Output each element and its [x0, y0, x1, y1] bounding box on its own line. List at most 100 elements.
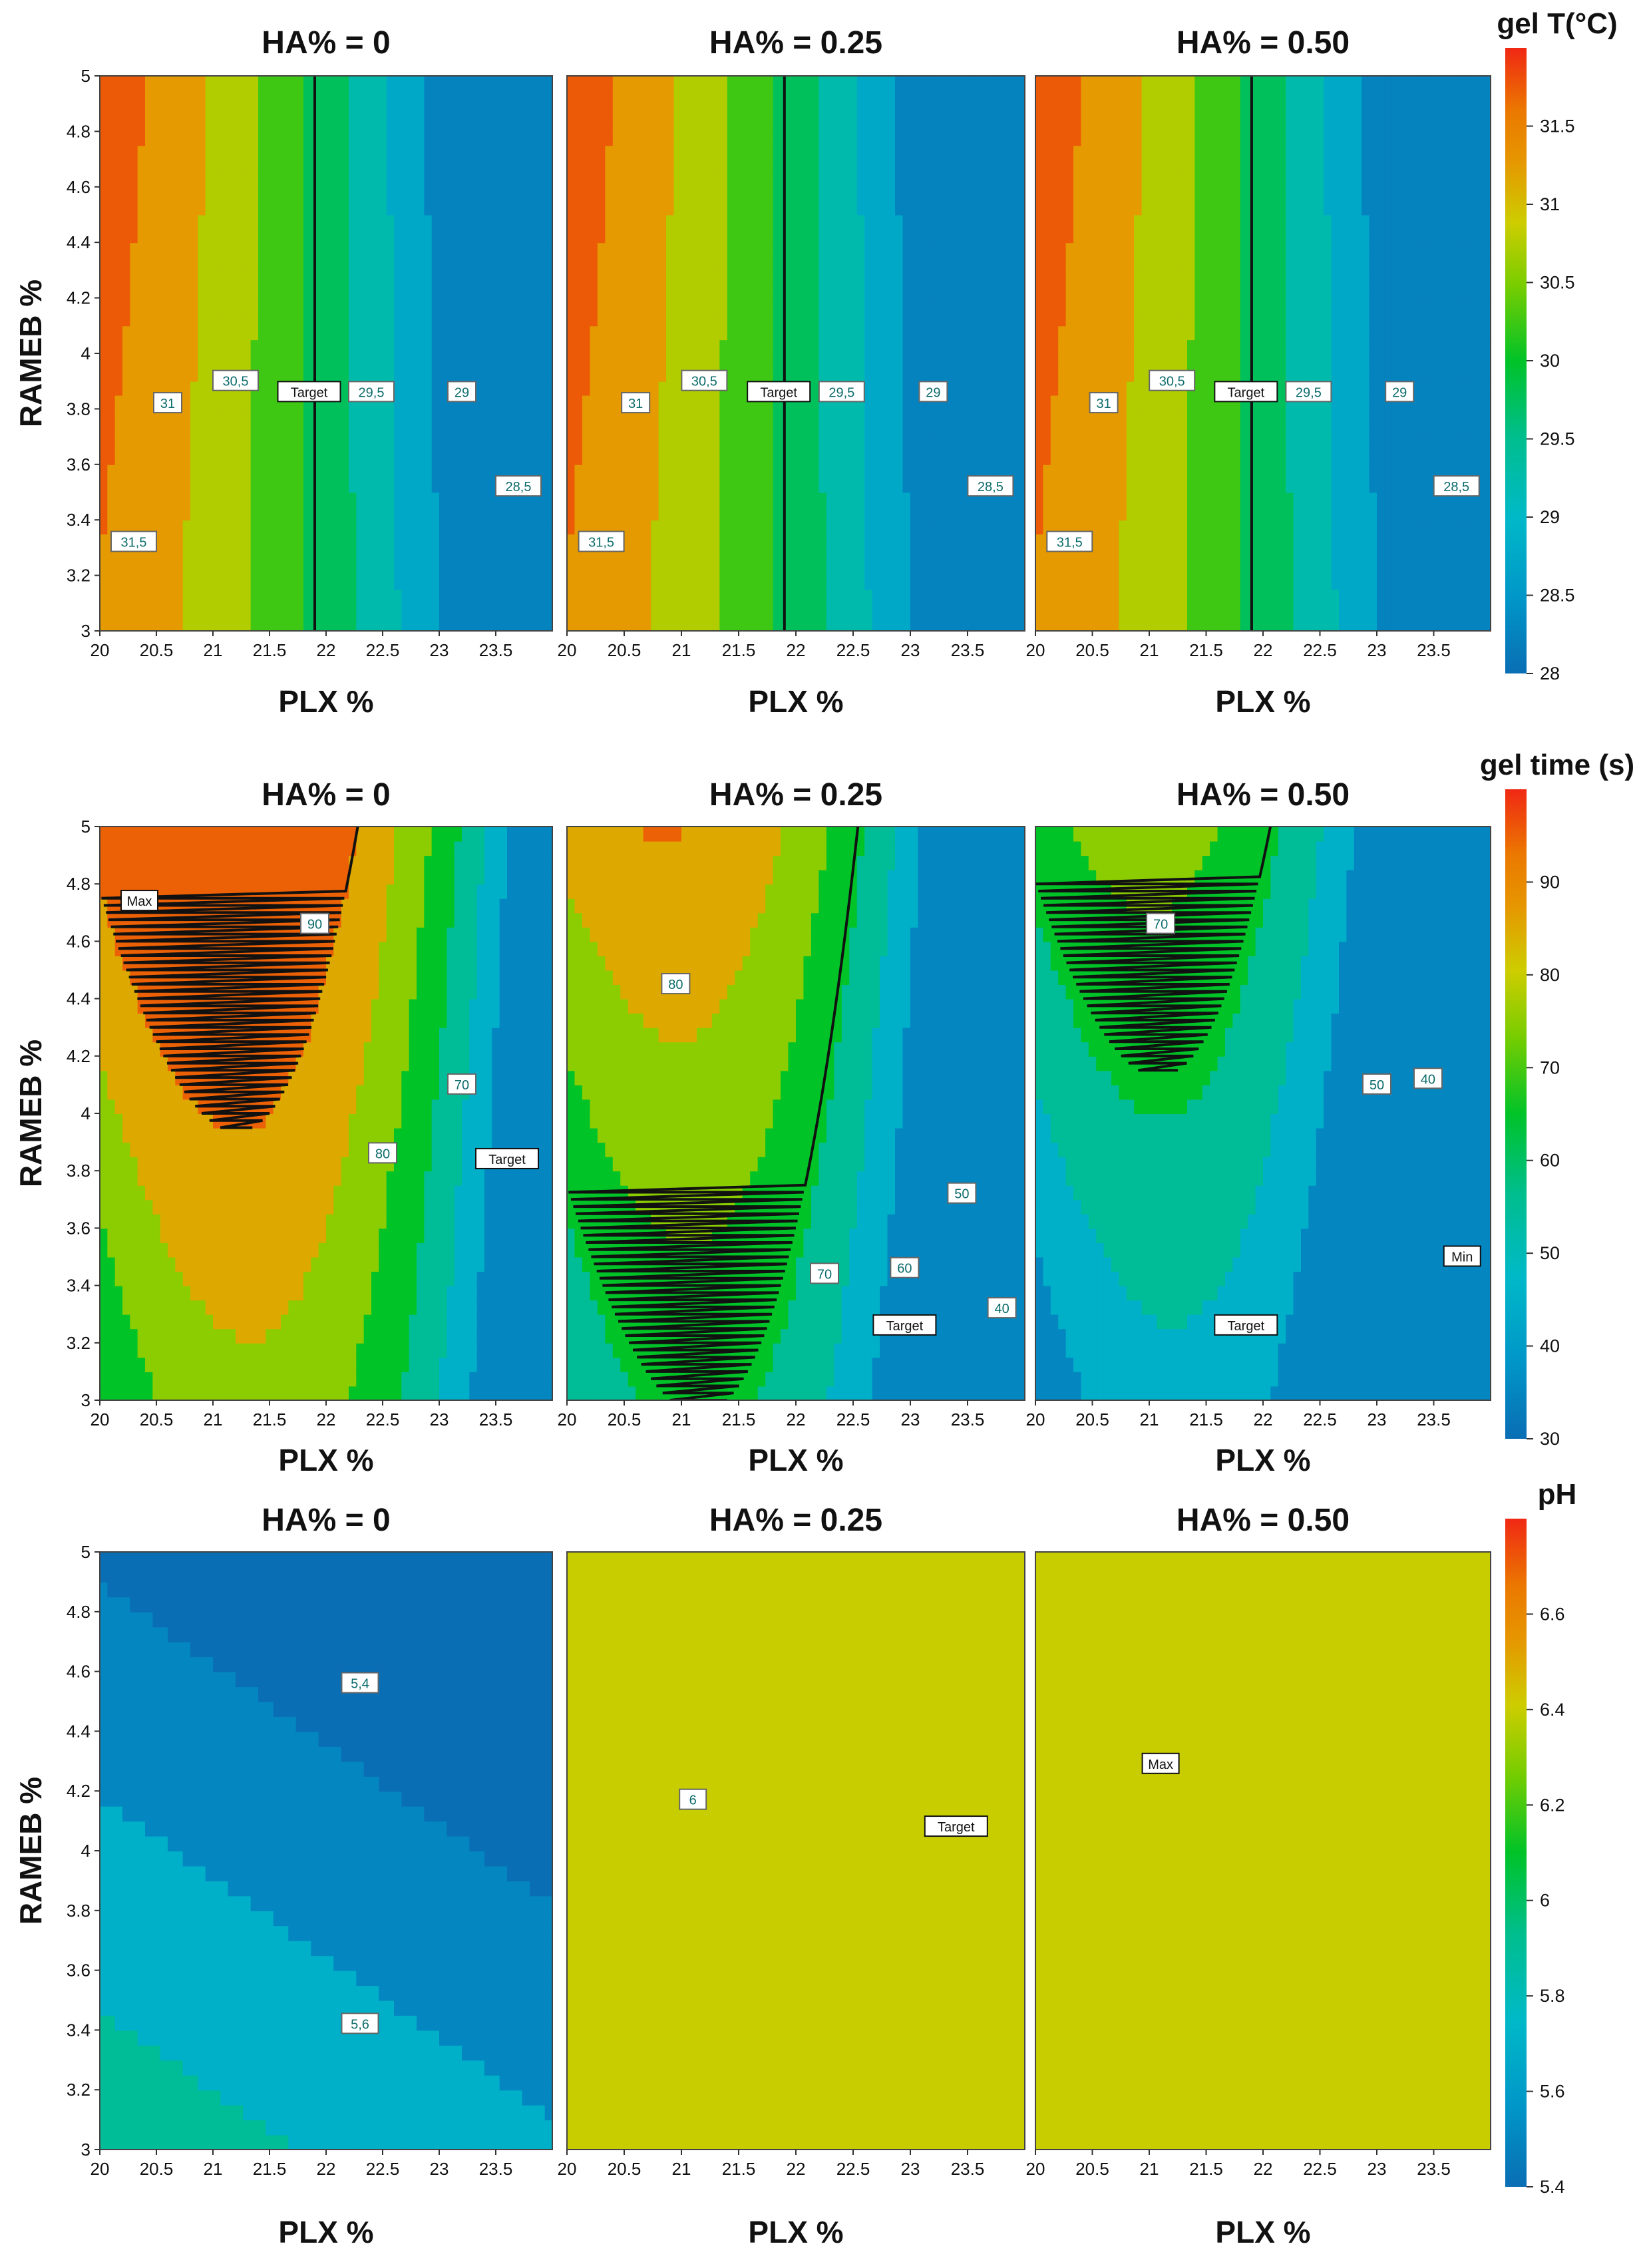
colorbar-tick-label: 50 — [1540, 1243, 1560, 1263]
y-tick-label: 5 — [81, 1542, 91, 1562]
contour-label: 31 — [621, 392, 651, 414]
x-tick-label: 22 — [1254, 640, 1273, 660]
x-axis-label: PLX % — [278, 684, 373, 719]
contour-label-text: 6 — [689, 1794, 697, 1808]
colorbar-tick-label: 31.5 — [1540, 116, 1575, 136]
contour-label: 28,5 — [495, 475, 542, 497]
x-tick-label: 22 — [787, 2159, 806, 2179]
x-tick-label: 23.5 — [479, 640, 513, 660]
x-tick-label: 20.5 — [1075, 2159, 1109, 2179]
contour-label-text: 29,5 — [1296, 385, 1322, 400]
x-tick-label: 22.5 — [836, 640, 870, 660]
colorbar-tick-label: 6.4 — [1540, 1700, 1565, 1720]
y-tick-label: 4.6 — [67, 931, 91, 951]
colorbar-tick-label: 31 — [1540, 194, 1560, 214]
y-tick-label: 4.8 — [67, 874, 91, 894]
y-tick-label: 3.4 — [67, 510, 91, 530]
colorbar-tick-label: 28 — [1540, 663, 1560, 683]
contour-fill — [100, 827, 552, 1400]
y-tick-label: 3.4 — [67, 1276, 91, 1296]
contour-label-text: 29,5 — [828, 385, 854, 400]
colorbar-tick-label: 40 — [1540, 1336, 1560, 1356]
contour-label-text: 40 — [1421, 1072, 1435, 1087]
x-tick-label: 23.5 — [951, 640, 985, 660]
panel-gelTime-1: HA% = 0.25 20 20.5 21 21.5 22 22.5 23 23.5 PLX % 8… — [558, 777, 1025, 1477]
contour-label: 31,5 — [110, 530, 157, 552]
contour-label-text: 31,5 — [588, 536, 614, 550]
x-tick-label: 23 — [1368, 640, 1387, 660]
y-tick-label: 3 — [81, 621, 91, 641]
contour-label: 40 — [987, 1297, 1017, 1319]
panel-title: HA% = 0.25 — [709, 25, 882, 61]
contour-fill — [1035, 1552, 1491, 2150]
contour-fill — [1035, 76, 1491, 631]
y-tick-label: 4.4 — [67, 1721, 91, 1741]
contour-label-text: Target — [1228, 1319, 1265, 1334]
contour-label: 50 — [947, 1182, 977, 1204]
panel-title: HA% = 0.50 — [1177, 777, 1350, 813]
contour-label: Target — [277, 381, 341, 403]
contour-fill — [1035, 827, 1491, 1400]
row-pH: RAMEB % HA% = 0 20 20.5 21 21.5 22 22.5 23 23.5 3 3… — [13, 1478, 1576, 2249]
x-tick-label: 23.5 — [1417, 640, 1451, 660]
contour-label: 31 — [153, 392, 182, 414]
x-tick-label: 20.5 — [140, 2159, 174, 2179]
x-tick-label: 20 — [1026, 1410, 1045, 1429]
panel-title: HA% = 0.50 — [1177, 1503, 1350, 1538]
contour-label: 5,4 — [341, 1672, 379, 1694]
y-tick-label: 4 — [81, 1841, 91, 1861]
x-tick-label: 22 — [317, 1410, 336, 1429]
x-tick-label: 21 — [672, 1410, 691, 1429]
contour-label-text: 40 — [994, 1302, 1009, 1316]
contour-label-text: 90 — [307, 918, 322, 932]
x-tick-label: 20.5 — [140, 640, 174, 660]
x-tick-label: 23.5 — [479, 1410, 513, 1429]
colorbar-tick-label: 5.6 — [1540, 2082, 1565, 2102]
contour-label-text: 31 — [628, 397, 643, 411]
colorbar-gradient — [1505, 48, 1527, 673]
x-tick-label: 22 — [787, 640, 806, 660]
target-contour-line — [101, 827, 359, 1129]
x-tick-label: 22.5 — [1303, 640, 1337, 660]
x-axis-label: PLX % — [278, 2215, 373, 2249]
contour-label-text: 29 — [455, 385, 469, 400]
colorbar-title: gel T(°C) — [1497, 7, 1617, 40]
contour-label: 30,5 — [1149, 369, 1196, 391]
y-tick-label: 4.2 — [67, 288, 91, 308]
y-tick-label: 4.4 — [67, 232, 91, 252]
x-tick-label: 23.5 — [951, 2159, 985, 2179]
y-tick-label: 5 — [81, 817, 91, 837]
x-axis-label: PLX % — [1215, 684, 1310, 719]
contour-label: 29,5 — [1285, 381, 1332, 403]
contour-label-text: 50 — [954, 1187, 969, 1202]
contour-label-text: 29,5 — [359, 385, 385, 400]
contour-label-text: 5,6 — [351, 2017, 369, 2032]
panel-title: HA% = 0.25 — [709, 1503, 882, 1538]
contour-label-text: 70 — [1153, 918, 1168, 932]
contour-label-text: 60 — [897, 1262, 912, 1276]
contour-label: 30,5 — [681, 369, 728, 391]
contour-label-text: Max — [1148, 1758, 1173, 1772]
contour-label: Min — [1443, 1245, 1481, 1267]
y-tick-label: 4 — [81, 343, 91, 363]
contour-label-text: 30,5 — [1159, 375, 1185, 389]
colorbar-tick-label: 6.2 — [1540, 1795, 1565, 1815]
y-tick-label: 3.8 — [67, 399, 91, 419]
contour-label: 29 — [918, 381, 948, 403]
colorbar-tick-label: 30 — [1540, 1429, 1560, 1449]
contour-label: Target — [747, 381, 811, 403]
x-tick-label: 23.5 — [479, 2159, 513, 2179]
contour-label-text: Target — [291, 385, 328, 400]
x-axis-label: PLX % — [748, 684, 843, 719]
contour-label: 40 — [1413, 1067, 1443, 1089]
target-contour-line — [1035, 827, 1272, 1072]
panel-title: HA% = 0.25 — [709, 777, 882, 813]
y-tick-label: 4.2 — [67, 1781, 91, 1801]
y-tick-label: 3.2 — [67, 566, 91, 586]
colorbar-tick-label: 60 — [1540, 1151, 1560, 1171]
x-tick-label: 21.5 — [722, 640, 756, 660]
contour-label: 50 — [1362, 1073, 1391, 1095]
y-tick-label: 3.2 — [67, 2080, 91, 2100]
target-contour-line — [568, 827, 860, 1400]
x-tick-label: 21.5 — [1189, 2159, 1223, 2179]
